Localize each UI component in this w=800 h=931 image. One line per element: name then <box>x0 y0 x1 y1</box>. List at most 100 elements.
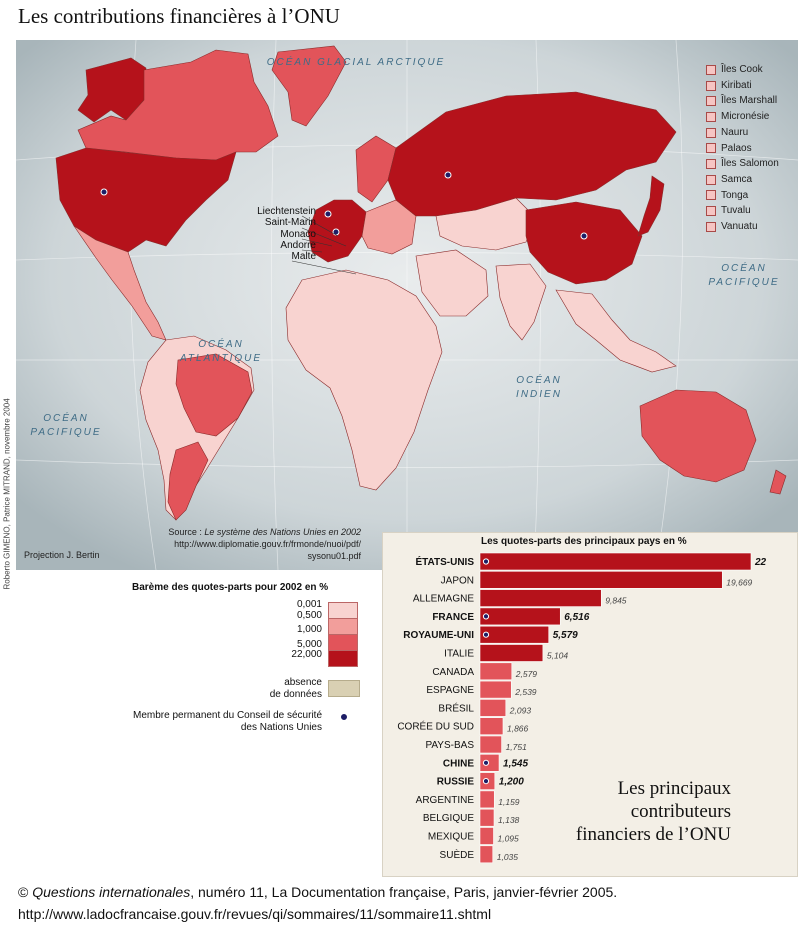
france-member-dot <box>332 228 340 236</box>
small-state-swatch <box>706 206 716 217</box>
category-label: ITALIE <box>444 649 474 660</box>
source-url-1: http://www.diplomatie.gouv.fr/frmonde/nu… <box>174 539 361 549</box>
category-label: RUSSIE <box>437 777 475 788</box>
bar-13 <box>479 790 495 809</box>
source-url-2: sysonu01.pdf <box>307 551 361 561</box>
category-label: JAPON <box>441 575 474 586</box>
footer-rest: , numéro 11, La Documentation française,… <box>190 884 618 900</box>
ocean-label-atlantic: OCÉAN ATLANTIQUE <box>179 339 263 364</box>
russia-shape <box>387 91 677 217</box>
small-state-item: Nauru <box>706 125 779 141</box>
africa-shape <box>285 269 443 491</box>
value-label: 5,579 <box>553 630 578 641</box>
small-state-swatch <box>706 221 716 232</box>
small-state-swatch <box>706 80 716 91</box>
new-zealand-shape <box>769 469 787 495</box>
bar-7 <box>479 680 512 699</box>
member-dot <box>482 778 490 785</box>
source-prefix: Source : <box>168 527 205 537</box>
usa-member-dot <box>100 188 108 196</box>
small-state-item: Îles Salomon <box>706 156 779 172</box>
member-line-1: Membre permanent du Conseil de sécurité <box>133 710 322 721</box>
value-label: 6,516 <box>564 612 589 623</box>
contributions-chart-panel: Les quotes-parts des principaux pays en … <box>382 532 798 877</box>
legend-break-labels: 0,001 0,500 1,000 5,000 22,000 <box>232 599 322 661</box>
argentina-shape <box>167 441 209 521</box>
small-state-label: Vanuatu <box>721 221 758 233</box>
value-label: 2,093 <box>509 705 532 715</box>
label-monaco: Monaco <box>280 228 316 240</box>
label-andorre: Andorre <box>280 239 316 251</box>
small-state-item: Îles Cook <box>706 62 779 78</box>
small-state-item: Palaos <box>706 141 779 157</box>
source-line-1: Source : Le système des Nations Unies en… <box>156 526 361 538</box>
central-asia-shape <box>435 197 537 251</box>
small-state-item: Kiribati <box>706 78 779 94</box>
nodata-label: absence de données <box>232 677 322 701</box>
category-label: FRANCE <box>432 612 474 623</box>
footer-citation: © Questions internationales, numéro 11, … <box>18 884 617 900</box>
europe-microstates-labels: Liechtenstein Saint-Marin Monaco Andorre… <box>224 206 316 262</box>
small-state-label: Îles Salomon <box>721 158 779 170</box>
label-liechtenstein: Liechtenstein <box>257 206 316 217</box>
panel-caption-line-2: contributeurs <box>630 801 731 822</box>
bar-1 <box>479 570 723 589</box>
category-label: MEXIQUE <box>428 832 474 843</box>
value-label: 1,200 <box>499 777 524 788</box>
projection-label: Projection J. Bertin <box>24 550 100 560</box>
legend-break: 1,000 <box>296 624 322 636</box>
map-title: Les contributions financières à l’ONU <box>18 4 340 28</box>
bar-2 <box>479 589 602 607</box>
uk-member-dot <box>324 210 332 218</box>
nodata-line-2: de données <box>269 689 322 700</box>
small-state-label: Samca <box>721 173 753 185</box>
category-label: CORÉE DU SUD <box>397 720 474 733</box>
small-state-label: Tuvalu <box>721 205 751 217</box>
category-label: CANADA <box>432 667 474 678</box>
small-state-item: Samca <box>706 172 779 188</box>
value-label: 19,669 <box>726 577 752 587</box>
mexico-shape <box>73 225 167 341</box>
small-state-label: Îles Cook <box>721 64 763 75</box>
small-state-swatch <box>706 190 716 201</box>
chart-title: Les quotes-parts des principaux pays en … <box>481 536 687 547</box>
russia-member-dot <box>444 171 452 179</box>
legend-swatch-1 <box>328 602 358 618</box>
source-title: Le système des Nations Unies en 2002 <box>204 527 361 537</box>
author-credit: Roberto GIMENO, Patrice MITRAND, novembr… <box>2 398 12 590</box>
category-label: BRÉSIL <box>438 701 474 714</box>
member-dot <box>482 631 490 638</box>
japan-shape <box>637 175 665 237</box>
china-shape <box>525 201 643 285</box>
bar-16 <box>479 845 494 864</box>
panel-caption-line-1: Les principaux <box>617 778 731 799</box>
bar-10 <box>479 735 502 754</box>
bar-9 <box>479 717 504 735</box>
bar-4 <box>479 625 550 644</box>
footer-publication: Questions internationales <box>32 884 191 900</box>
value-label: 5,104 <box>547 651 569 661</box>
nodata-line-1: absence <box>284 677 322 688</box>
category-label: BELGIQUE <box>423 813 474 824</box>
se-asia-shape <box>555 289 677 373</box>
map-source: Source : Le système des Nations Unies en… <box>156 526 361 562</box>
alaska-shape <box>77 57 147 123</box>
panel-caption: Les principaux contributeurs financiers … <box>576 777 731 846</box>
ocean-label-indian: OCÉAN INDIEN <box>516 375 562 400</box>
small-state-label: Nauru <box>721 126 749 138</box>
bar-15 <box>479 827 494 845</box>
footer-url: http://www.ladocfrancaise.gouv.fr/revues… <box>18 906 492 922</box>
ocean-label-arctic: OCÉAN GLACIAL ARCTIQUE <box>266 57 446 68</box>
value-label: 1,751 <box>506 742 528 752</box>
value-label: 1,035 <box>497 852 519 862</box>
legend-break: 22,000 <box>291 649 322 661</box>
small-state-swatch <box>706 111 716 122</box>
small-state-swatch <box>706 143 716 154</box>
legend-break: 5,000 <box>296 638 322 650</box>
small-state-label: Kiribati <box>721 79 752 91</box>
label-saint-marin: Saint-Marin <box>264 217 316 229</box>
footer-copyright: © <box>18 884 33 900</box>
label-leaders <box>291 215 357 275</box>
category-label: ÉTATS-UNIS <box>415 555 474 568</box>
legend-swatch-4 <box>328 650 358 667</box>
